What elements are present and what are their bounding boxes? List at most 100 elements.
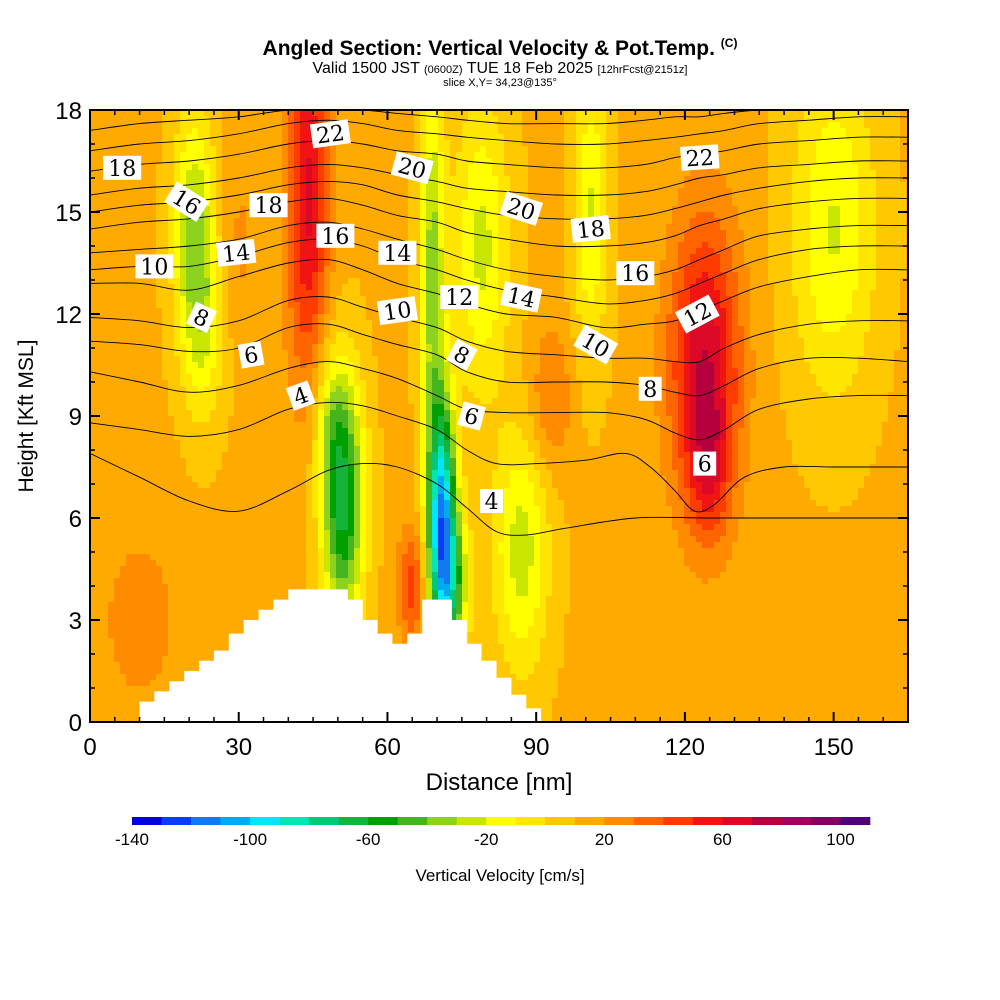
velocity-cell — [228, 218, 235, 225]
velocity-cell — [258, 404, 265, 411]
velocity-cell — [378, 602, 385, 609]
velocity-cell — [114, 284, 121, 291]
velocity-cell — [336, 356, 343, 363]
velocity-cell — [156, 572, 163, 579]
velocity-cell — [150, 296, 157, 303]
velocity-cell — [270, 116, 277, 123]
velocity-cell — [90, 260, 97, 267]
velocity-cell — [306, 572, 313, 579]
velocity-cell — [306, 524, 313, 531]
velocity-cell — [342, 344, 349, 351]
velocity-cell — [312, 314, 319, 321]
velocity-cell — [210, 458, 217, 465]
velocity-cell — [228, 206, 235, 213]
velocity-cell — [330, 308, 337, 315]
velocity-cell — [336, 278, 343, 285]
velocity-cell — [276, 170, 283, 177]
velocity-cell — [114, 386, 121, 393]
velocity-cell — [198, 266, 205, 273]
velocity-cell — [132, 368, 139, 375]
velocity-cell — [336, 548, 343, 555]
velocity-cell — [210, 620, 217, 627]
velocity-cell — [234, 326, 241, 333]
velocity-cell — [108, 254, 115, 261]
velocity-cell — [162, 110, 169, 117]
velocity-cell — [372, 314, 379, 321]
velocity-cell — [216, 464, 223, 471]
velocity-cell — [150, 404, 157, 411]
velocity-cell — [204, 482, 211, 489]
velocity-cell — [324, 560, 331, 567]
velocity-cell — [306, 308, 313, 315]
velocity-cell — [270, 350, 277, 357]
velocity-cell — [216, 416, 223, 423]
velocity-cell — [132, 524, 139, 531]
velocity-cell — [186, 290, 193, 297]
velocity-cell — [132, 254, 139, 261]
velocity-cell — [258, 182, 265, 189]
velocity-cell — [198, 620, 205, 627]
velocity-cell — [336, 194, 343, 201]
velocity-cell — [264, 464, 271, 471]
velocity-cell — [252, 284, 259, 291]
velocity-cell — [318, 386, 325, 393]
velocity-cell — [168, 146, 175, 153]
velocity-cell — [186, 500, 193, 507]
velocity-cell — [294, 164, 301, 171]
velocity-cell — [348, 560, 355, 567]
velocity-cell — [174, 464, 181, 471]
velocity-cell — [282, 560, 289, 567]
velocity-cell — [288, 512, 295, 519]
velocity-cell — [162, 488, 169, 495]
velocity-cell — [276, 554, 283, 561]
velocity-cell — [258, 278, 265, 285]
velocity-cell — [330, 182, 337, 189]
velocity-cell — [294, 464, 301, 471]
velocity-cell — [288, 254, 295, 261]
velocity-cell — [330, 110, 337, 117]
velocity-cell — [210, 548, 217, 555]
velocity-cell — [210, 374, 217, 381]
velocity-cell — [180, 368, 187, 375]
velocity-cell — [270, 302, 277, 309]
velocity-cell — [318, 446, 325, 453]
velocity-cell — [240, 488, 247, 495]
velocity-cell — [168, 506, 175, 513]
velocity-cell — [114, 668, 121, 675]
velocity-cell — [336, 578, 343, 585]
velocity-cell — [330, 524, 337, 531]
velocity-cell — [336, 254, 343, 261]
velocity-cell — [102, 452, 109, 459]
velocity-cell — [174, 638, 181, 645]
velocity-cell — [252, 518, 259, 525]
velocity-cell — [108, 542, 115, 549]
velocity-cell — [90, 200, 97, 207]
velocity-cell — [150, 308, 157, 315]
velocity-cell — [300, 476, 307, 483]
velocity-cell — [96, 392, 103, 399]
velocity-cell — [366, 416, 373, 423]
velocity-cell — [246, 608, 253, 615]
velocity-cell — [126, 566, 133, 573]
velocity-cell — [222, 500, 229, 507]
velocity-cell — [288, 116, 295, 123]
velocity-cell — [330, 356, 337, 363]
velocity-cell — [108, 596, 115, 603]
velocity-cell — [366, 608, 373, 615]
velocity-cell — [108, 716, 115, 722]
velocity-cell — [222, 548, 229, 555]
velocity-cell — [258, 392, 265, 399]
velocity-cell — [228, 440, 235, 447]
velocity-cell — [90, 134, 97, 141]
velocity-cell — [144, 548, 151, 555]
velocity-cell — [222, 368, 229, 375]
velocity-cell — [156, 140, 163, 147]
velocity-cell — [348, 248, 355, 255]
velocity-cell — [336, 428, 343, 435]
velocity-cell — [138, 230, 145, 237]
velocity-cell — [300, 452, 307, 459]
velocity-cell — [378, 140, 385, 147]
velocity-cell — [300, 488, 307, 495]
velocity-cell — [234, 158, 241, 165]
velocity-cell — [228, 332, 235, 339]
